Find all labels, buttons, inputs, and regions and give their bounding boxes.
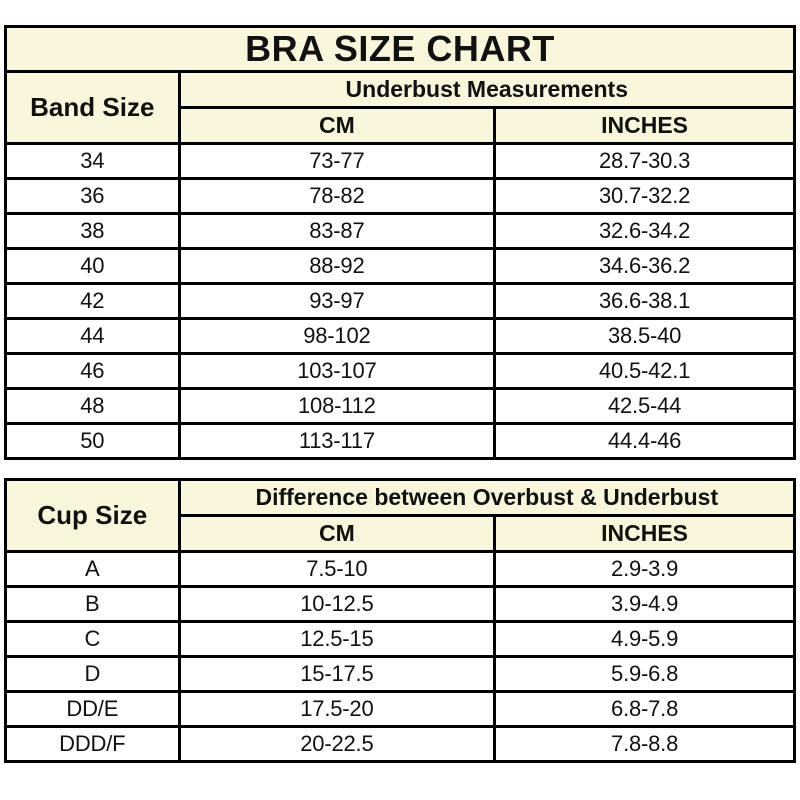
band-size-cell: 34 bbox=[4, 142, 181, 180]
difference-overbust-underbust-header: Difference between Overbust & Underbust bbox=[177, 478, 797, 517]
cm-range-cell: 73-77 bbox=[177, 142, 497, 180]
inches-range-cell: 6.8-7.8 bbox=[493, 690, 796, 728]
cup-size-table: Cup Size Difference between Overbust & U… bbox=[4, 478, 797, 763]
cup-size-cell: A bbox=[4, 550, 181, 588]
inches-range-cell: 36.6-38.1 bbox=[493, 282, 796, 320]
table-row: DDD/F 20-22.5 7.8-8.8 bbox=[4, 725, 796, 763]
cm-range-cell: 10-12.5 bbox=[177, 585, 497, 623]
inches-range-cell: 44.4-46 bbox=[493, 422, 796, 460]
cup-group-header-row: Cup Size Difference between Overbust & U… bbox=[4, 478, 797, 553]
band-size-cell: 36 bbox=[4, 177, 181, 215]
cm-range-cell: 108-112 bbox=[177, 387, 497, 425]
cup-size-cell: C bbox=[4, 620, 181, 658]
inches-range-cell: 2.9-3.9 bbox=[493, 550, 796, 588]
inches-range-cell: 34.6-36.2 bbox=[493, 247, 796, 285]
table-row: 44 98-102 38.5-40 bbox=[4, 317, 796, 355]
inches-range-cell: 40.5-42.1 bbox=[493, 352, 796, 390]
cm-range-cell: 113-117 bbox=[177, 422, 497, 460]
table-row: B 10-12.5 3.9-4.9 bbox=[4, 585, 796, 623]
band-size-cell: 40 bbox=[4, 247, 181, 285]
underbust-measurements-header: Underbust Measurements bbox=[177, 70, 797, 109]
cm-range-cell: 78-82 bbox=[177, 177, 497, 215]
cm-range-cell: 15-17.5 bbox=[177, 655, 497, 693]
inches-range-cell: 32.6-34.2 bbox=[493, 212, 796, 250]
band-size-cell: 50 bbox=[4, 422, 181, 460]
band-size-cell: 48 bbox=[4, 387, 181, 425]
table-row: 38 83-87 32.6-34.2 bbox=[4, 212, 796, 250]
chart-title-row: BRA SIZE CHART bbox=[4, 25, 796, 73]
cup-size-cell: DDD/F bbox=[4, 725, 181, 763]
cup-inches-column-header: INCHES bbox=[493, 514, 796, 553]
band-size-header: Band Size bbox=[4, 70, 181, 145]
band-size-cell: 44 bbox=[4, 317, 181, 355]
cm-range-cell: 17.5-20 bbox=[177, 690, 497, 728]
table-row: 46 103-107 40.5-42.1 bbox=[4, 352, 796, 390]
cm-range-cell: 7.5-10 bbox=[177, 550, 497, 588]
table-row: A 7.5-10 2.9-3.9 bbox=[4, 550, 796, 588]
cm-range-cell: 103-107 bbox=[177, 352, 497, 390]
inches-range-cell: 5.9-6.8 bbox=[493, 655, 796, 693]
inches-range-cell: 7.8-8.8 bbox=[493, 725, 796, 763]
band-size-cell: 46 bbox=[4, 352, 181, 390]
band-size-cell: 38 bbox=[4, 212, 181, 250]
cup-size-cell: DD/E bbox=[4, 690, 181, 728]
inches-range-cell: 3.9-4.9 bbox=[493, 585, 796, 623]
inches-range-cell: 28.7-30.3 bbox=[493, 142, 796, 180]
cup-cm-column-header: CM bbox=[177, 514, 497, 553]
table-row: D 15-17.5 5.9-6.8 bbox=[4, 655, 796, 693]
band-units-header-row: CM INCHES bbox=[6, 106, 796, 145]
band-size-cell: 42 bbox=[4, 282, 181, 320]
inches-range-cell: 4.9-5.9 bbox=[493, 620, 796, 658]
band-group-header-row: Band Size Underbust Measurements bbox=[4, 70, 797, 145]
chart-title: BRA SIZE CHART bbox=[4, 25, 796, 73]
cm-range-cell: 12.5-15 bbox=[177, 620, 497, 658]
cm-range-cell: 98-102 bbox=[177, 317, 497, 355]
table-row: 36 78-82 30.7-32.2 bbox=[4, 177, 796, 215]
table-row: 50 113-117 44.4-46 bbox=[4, 422, 796, 460]
table-row: 42 93-97 36.6-38.1 bbox=[4, 282, 796, 320]
cm-range-cell: 93-97 bbox=[177, 282, 497, 320]
table-row: 40 88-92 34.6-36.2 bbox=[4, 247, 796, 285]
inches-range-cell: 30.7-32.2 bbox=[493, 177, 796, 215]
cup-units-header-row: CM INCHES bbox=[6, 514, 796, 553]
cm-range-cell: 20-22.5 bbox=[177, 725, 497, 763]
table-row: 48 108-112 42.5-44 bbox=[4, 387, 796, 425]
table-row: 34 73-77 28.7-30.3 bbox=[4, 142, 796, 180]
table-row: DD/E 17.5-20 6.8-7.8 bbox=[4, 690, 796, 728]
band-cm-column-header: CM bbox=[177, 106, 497, 145]
cm-range-cell: 83-87 bbox=[177, 212, 497, 250]
cup-size-header: Cup Size bbox=[4, 478, 181, 553]
band-size-table: BRA SIZE CHART Band Size Underbust Measu… bbox=[4, 25, 797, 460]
table-row: C 12.5-15 4.9-5.9 bbox=[4, 620, 796, 658]
inches-range-cell: 38.5-40 bbox=[493, 317, 796, 355]
inches-range-cell: 42.5-44 bbox=[493, 387, 796, 425]
cup-size-cell: B bbox=[4, 585, 181, 623]
cup-size-cell: D bbox=[4, 655, 181, 693]
band-inches-column-header: INCHES bbox=[493, 106, 796, 145]
cm-range-cell: 88-92 bbox=[177, 247, 497, 285]
